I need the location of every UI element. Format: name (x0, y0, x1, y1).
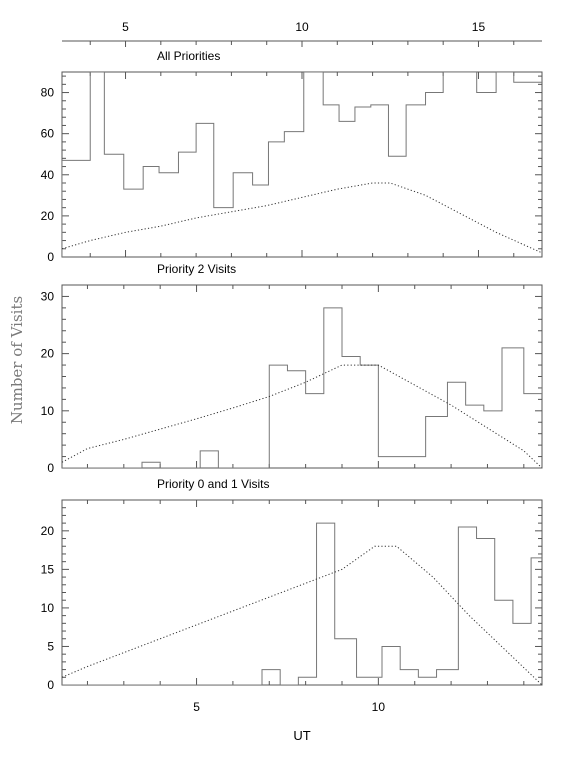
histogram-outline (62, 72, 542, 257)
histogram-outline (62, 307, 542, 468)
histogram-bin (502, 348, 524, 468)
panel-y-tick-label: 60 (41, 127, 55, 141)
histogram-bin (513, 623, 531, 685)
histogram-bin (496, 72, 514, 257)
histogram-bin (426, 93, 444, 257)
histogram-bin (357, 677, 382, 685)
histogram-bin (339, 121, 355, 257)
histogram-bin (304, 72, 323, 257)
histogram-bin (514, 82, 533, 257)
expected-curve (62, 182, 542, 254)
histogram-bin (418, 677, 436, 685)
histogram-bin (287, 371, 305, 468)
top-axis-tick-label: 15 (472, 20, 486, 34)
histogram-bin (524, 394, 542, 468)
panel-y-tick-label: 10 (41, 601, 55, 615)
histogram-bin (461, 72, 477, 257)
panel-title: Priority 2 Visits (157, 262, 236, 276)
histogram-bin (323, 105, 339, 257)
x-axis-label: UT (293, 728, 310, 743)
histogram-bin (495, 600, 513, 685)
histogram-bin (104, 154, 123, 257)
histogram-bin (324, 308, 342, 468)
top-axis: 5 10 15 (62, 20, 542, 47)
bottom-axis-tick-label: 10 (372, 700, 386, 714)
panels: All Priorities 0 20 40 60 80 Priority 2 Visits… (41, 49, 543, 692)
histogram-bin (447, 382, 465, 468)
histogram-bin (426, 417, 448, 468)
histogram-bin (531, 558, 542, 685)
top-axis-tick-label: 5 (122, 20, 129, 34)
histogram-bin (262, 670, 280, 685)
histogram-bin (124, 189, 143, 257)
histogram-outline (62, 522, 542, 685)
histogram-bin (233, 173, 252, 257)
histogram-bin (437, 670, 459, 685)
histogram-bin (388, 156, 406, 257)
histogram-bin (306, 394, 324, 468)
y-axis-label: Number of Visits (8, 296, 26, 424)
histogram-bin (477, 539, 495, 685)
histogram-bin (371, 105, 389, 257)
panel-y-tick-label: 0 (47, 678, 54, 692)
histogram-bin (200, 451, 218, 468)
panel-y-tick-label: 5 (47, 639, 54, 653)
panel-y-tick-label: 15 (41, 562, 55, 576)
histogram-bin (90, 72, 104, 257)
panel-y-tick-label: 40 (41, 168, 55, 182)
histogram-bin (159, 173, 178, 257)
panel-y-tick-label: 80 (41, 86, 55, 100)
histogram-bin (317, 523, 335, 685)
histogram (62, 307, 542, 468)
histogram-bin (335, 639, 357, 685)
expected-curve (62, 364, 542, 468)
histogram-bin (389, 457, 425, 468)
panel-y-tick-label: 20 (41, 209, 55, 223)
histogram-bin (406, 105, 425, 257)
histogram-bin (214, 208, 233, 257)
histogram-bin (142, 462, 160, 468)
panel-y-tick-label: 30 (41, 289, 55, 303)
histogram-bin (284, 132, 303, 257)
histogram-bin (253, 185, 269, 257)
panel-title: All Priorities (157, 49, 220, 63)
histogram-bin (378, 457, 389, 468)
histogram (62, 72, 542, 257)
histogram-bin (360, 365, 378, 468)
panel-1: All Priorities 0 20 40 60 80 (41, 49, 543, 264)
histogram-bin (484, 411, 502, 468)
panel-y-tick-label: 0 (47, 250, 54, 264)
panel-y-tick-label: 0 (47, 461, 54, 475)
histogram-bin (443, 72, 461, 257)
histogram-bin (477, 93, 496, 257)
panel-title: Priority 0 and 1 Visits (157, 477, 270, 491)
histogram-bin (196, 123, 214, 257)
panel-y-tick-label: 10 (41, 404, 55, 418)
bottom-axis-tick-label: 5 (193, 700, 200, 714)
histogram-bin (400, 670, 418, 685)
histogram-bin (268, 142, 284, 257)
histogram-bin (143, 167, 159, 257)
panel-3: Priority 0 and 1 Visits 0 5 10 15 20 (41, 477, 543, 692)
top-axis-tick-label: 10 (295, 20, 309, 34)
histogram-bin (382, 646, 400, 685)
histogram-bin (458, 527, 476, 685)
panel-y-tick-label: 20 (41, 524, 55, 538)
panel-y-tick-label: 20 (41, 347, 55, 361)
histogram-bin (342, 356, 360, 468)
histogram-bin (355, 107, 371, 257)
histogram-bin (269, 365, 287, 468)
histogram (62, 522, 542, 685)
panel-2: Priority 2 Visits 0 10 20 30 (41, 262, 543, 475)
bottom-axis: 5 10 (193, 700, 385, 714)
histogram-bin (533, 82, 542, 257)
histogram-bin (62, 160, 90, 257)
histogram-bin (178, 152, 196, 257)
histogram-bin (466, 405, 484, 468)
histogram-bin (298, 677, 316, 685)
